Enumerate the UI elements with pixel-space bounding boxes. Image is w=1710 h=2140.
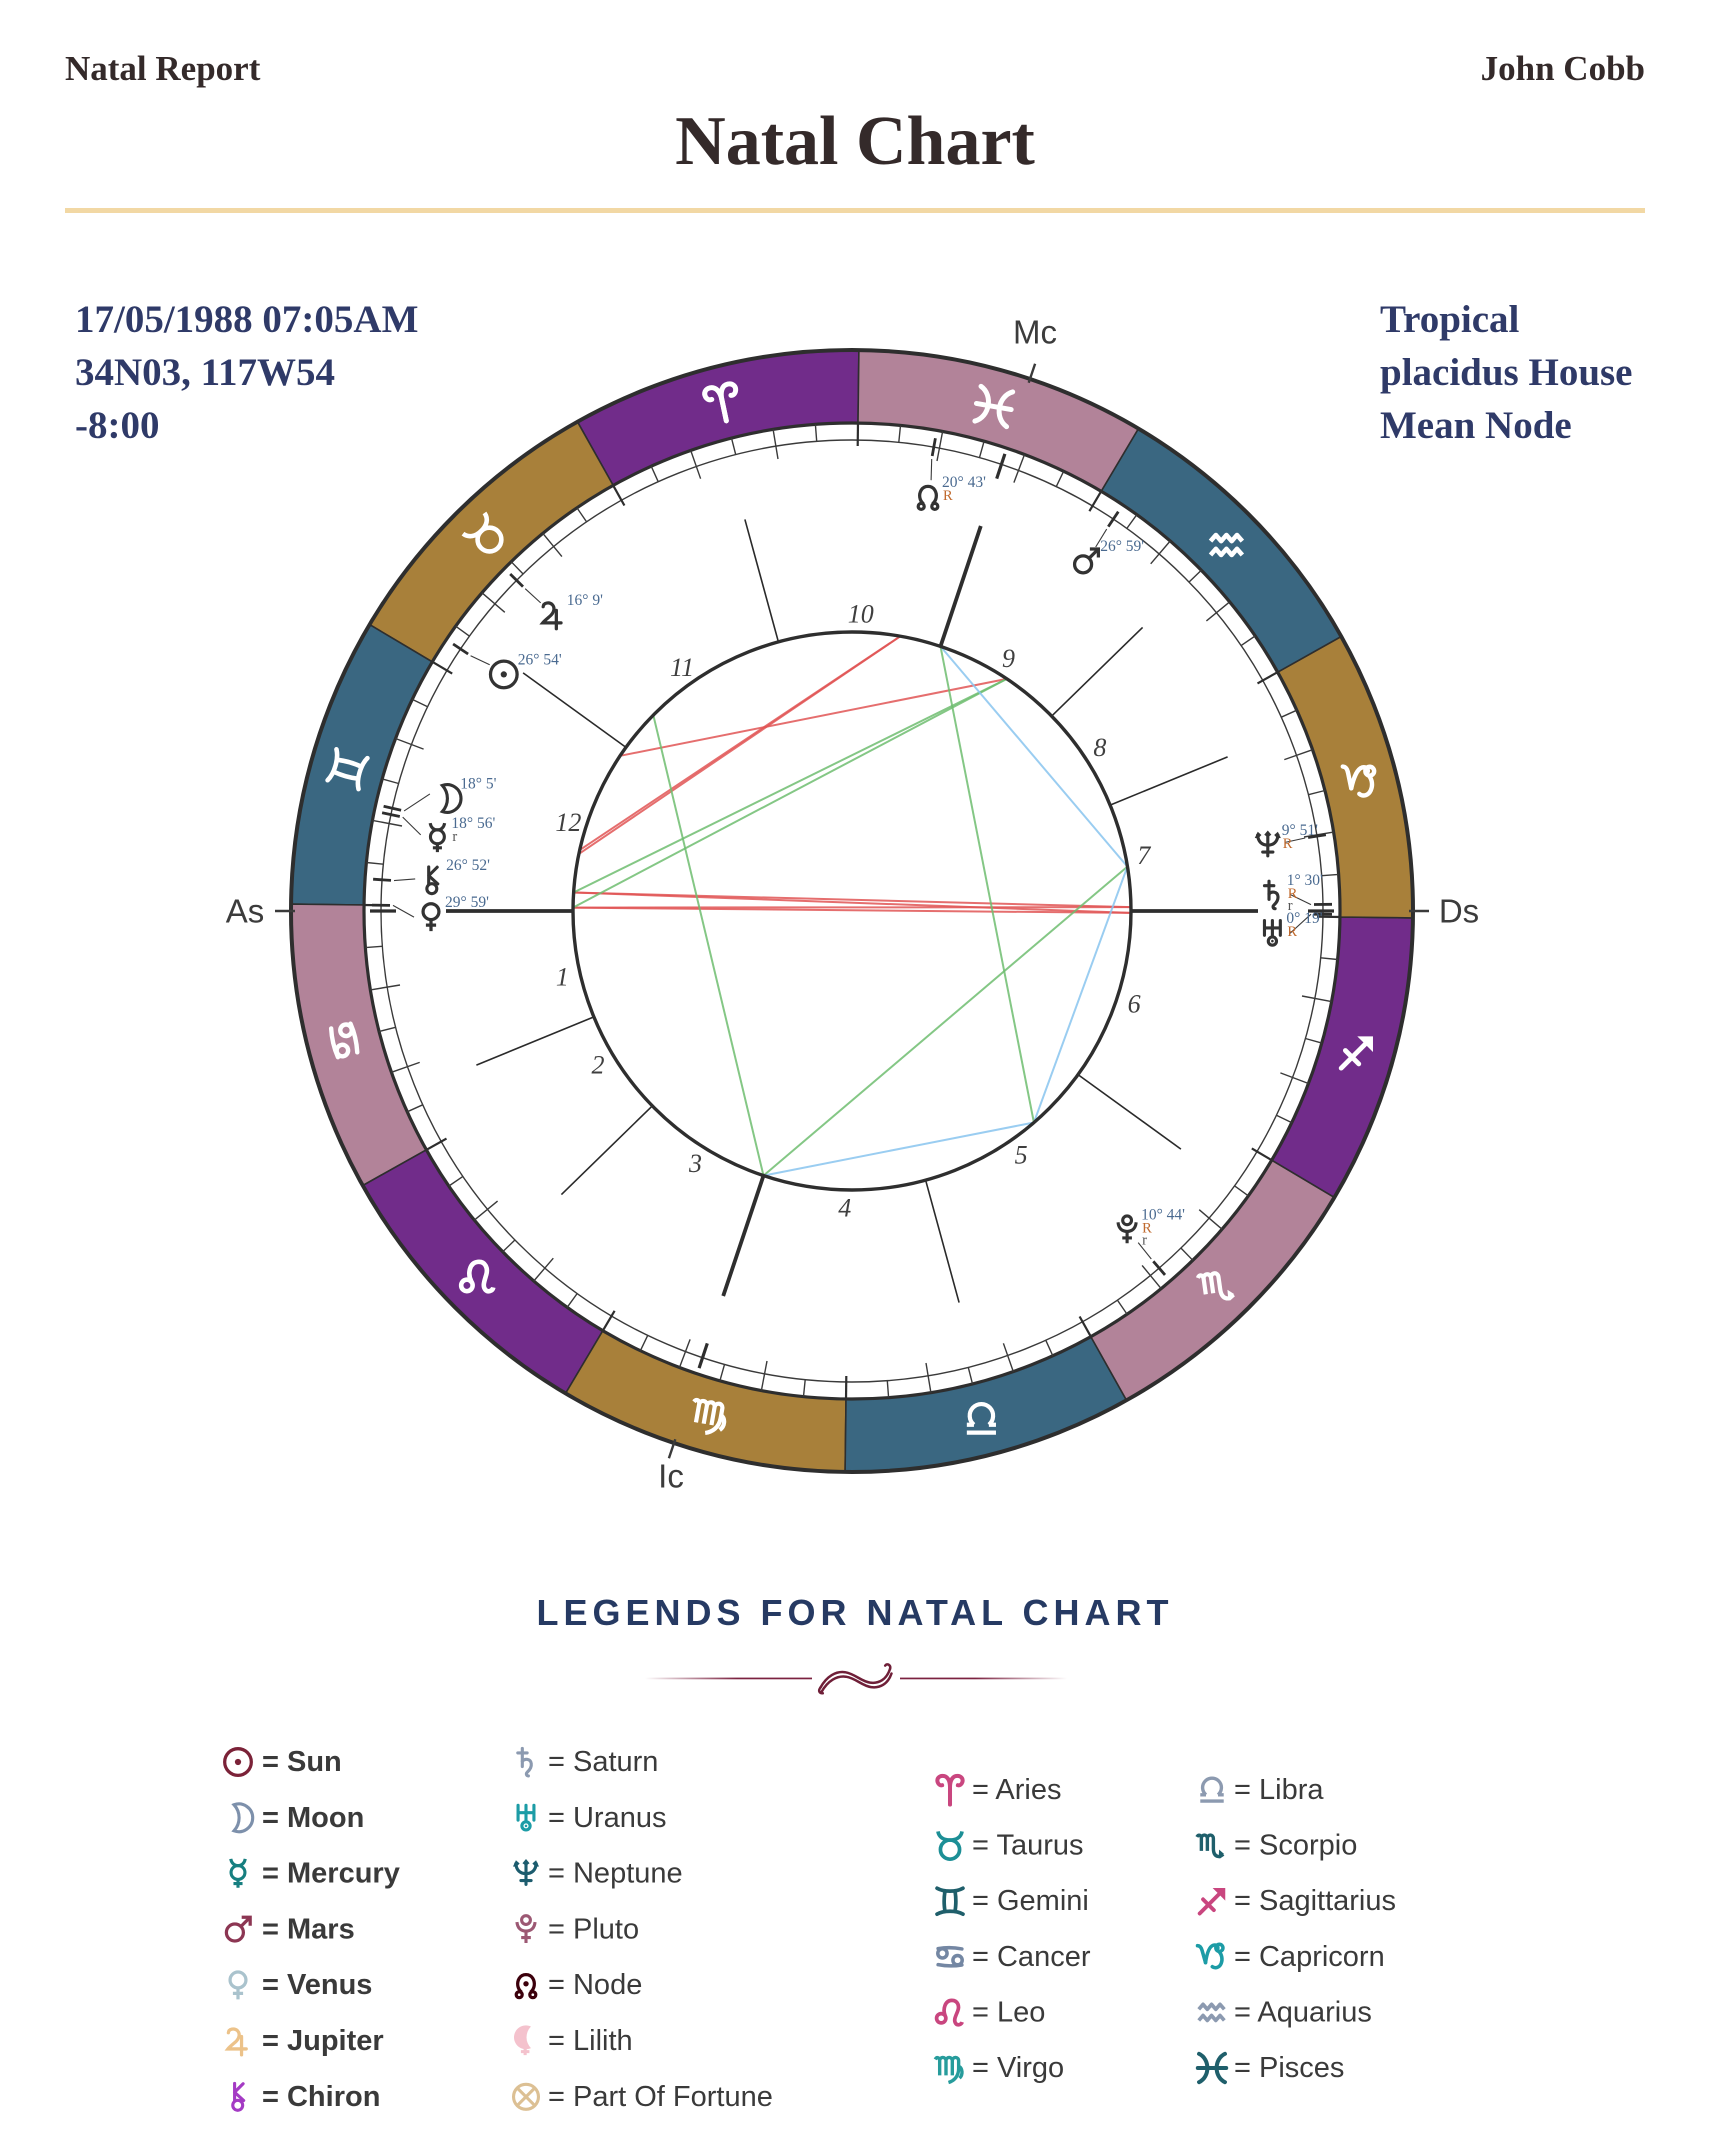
svg-text:1° 30': 1° 30' bbox=[1287, 872, 1323, 889]
svg-text:26° 59': 26° 59' bbox=[1100, 538, 1144, 555]
svg-text:= Jupiter: = Jupiter bbox=[262, 2025, 384, 2057]
svg-text:= Venus: = Venus bbox=[262, 1969, 372, 2001]
svg-text:r: r bbox=[1142, 1233, 1147, 1249]
svg-text:= Leo: = Leo bbox=[972, 1996, 1045, 2028]
svg-text:r: r bbox=[1288, 898, 1293, 914]
svg-text:= Mercury: = Mercury bbox=[262, 1858, 400, 1890]
svg-text:4: 4 bbox=[838, 1193, 851, 1222]
svg-text:Mc: Mc bbox=[1013, 314, 1057, 351]
svg-text:= Saturn: = Saturn bbox=[548, 1746, 658, 1778]
svg-text:= Mars: = Mars bbox=[262, 1913, 355, 1945]
svg-text:20° 43': 20° 43' bbox=[942, 474, 986, 491]
svg-text:R: R bbox=[943, 488, 953, 504]
svg-text:= Scorpio: = Scorpio bbox=[1234, 1830, 1357, 1862]
svg-text:= Cancer: = Cancer bbox=[972, 1941, 1091, 1973]
svg-text:R: R bbox=[1283, 836, 1293, 852]
svg-text:1: 1 bbox=[556, 962, 569, 991]
svg-text:= Neptune: = Neptune bbox=[548, 1858, 683, 1890]
svg-text:= Pisces: = Pisces bbox=[1234, 2052, 1344, 2084]
svg-text:R: R bbox=[1287, 924, 1297, 940]
svg-text:= Part Of Fortune: = Part Of Fortune bbox=[548, 2081, 773, 2113]
svg-text:= Sagittarius: = Sagittarius bbox=[1234, 1885, 1396, 1917]
svg-text:6: 6 bbox=[1128, 989, 1141, 1018]
svg-text:= Node: = Node bbox=[548, 1969, 642, 2001]
svg-text:9° 51': 9° 51' bbox=[1282, 822, 1318, 839]
svg-text:= Lilith: = Lilith bbox=[548, 2025, 633, 2057]
svg-text:5: 5 bbox=[1015, 1141, 1028, 1170]
svg-text:= Aries: = Aries bbox=[972, 1774, 1061, 1806]
svg-text:= Capricorn: = Capricorn bbox=[1234, 1941, 1385, 1973]
svg-text:= Uranus: = Uranus bbox=[548, 1802, 666, 1834]
svg-text:18° 56': 18° 56' bbox=[451, 815, 495, 832]
svg-text:0° 19': 0° 19' bbox=[1286, 910, 1322, 927]
svg-text:= Taurus: = Taurus bbox=[972, 1830, 1084, 1862]
svg-text:= Virgo: = Virgo bbox=[972, 2052, 1064, 2084]
svg-text:R: R bbox=[1288, 886, 1298, 902]
svg-text:7: 7 bbox=[1137, 841, 1151, 870]
svg-text:= Libra: = Libra bbox=[1234, 1774, 1324, 1806]
svg-text:2: 2 bbox=[592, 1050, 605, 1079]
svg-text:29° 59': 29° 59' bbox=[445, 894, 489, 911]
svg-text:10° 44': 10° 44' bbox=[1141, 1207, 1185, 1224]
svg-text:= Aquarius: = Aquarius bbox=[1234, 1996, 1372, 2028]
svg-text:26° 52': 26° 52' bbox=[446, 857, 490, 874]
svg-text:Ds: Ds bbox=[1439, 893, 1479, 930]
svg-text:8: 8 bbox=[1093, 733, 1106, 762]
svg-text:= Pluto: = Pluto bbox=[548, 1913, 639, 1945]
svg-text:10: 10 bbox=[848, 600, 874, 629]
svg-text:12: 12 bbox=[555, 808, 581, 837]
svg-text:26° 54': 26° 54' bbox=[518, 651, 562, 668]
svg-text:16° 9': 16° 9' bbox=[567, 592, 603, 609]
svg-text:9: 9 bbox=[1002, 644, 1015, 673]
svg-text:Ic: Ic bbox=[658, 1458, 684, 1495]
svg-text:= Gemini: = Gemini bbox=[972, 1885, 1089, 1917]
svg-text:r: r bbox=[452, 829, 457, 845]
svg-text:= Chiron: = Chiron bbox=[262, 2081, 380, 2113]
svg-text:As: As bbox=[226, 893, 265, 930]
svg-text:18° 5': 18° 5' bbox=[460, 776, 496, 793]
svg-text:= Moon: = Moon bbox=[262, 1802, 364, 1834]
svg-text:3: 3 bbox=[688, 1149, 702, 1178]
svg-text:11: 11 bbox=[670, 653, 694, 682]
svg-text:R: R bbox=[1142, 1221, 1152, 1237]
svg-text:= Sun: = Sun bbox=[262, 1746, 342, 1778]
